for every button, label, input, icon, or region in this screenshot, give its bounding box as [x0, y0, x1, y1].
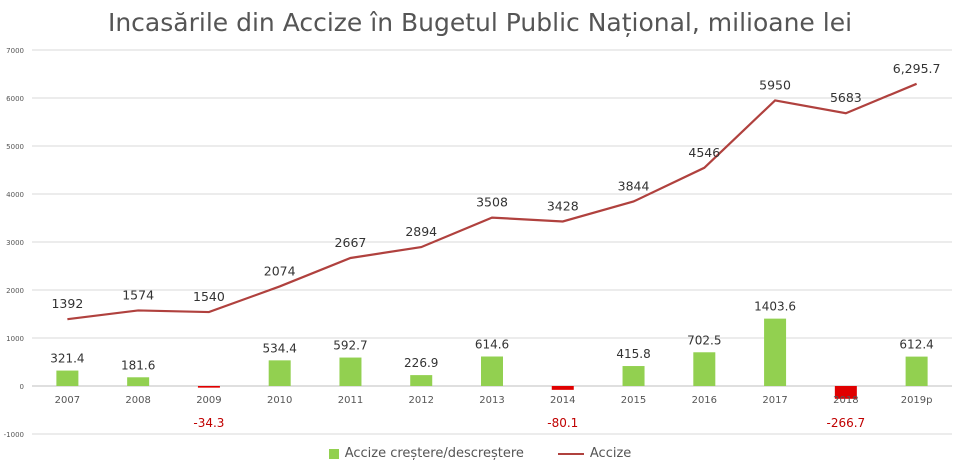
bar-data-label: -80.1 [547, 416, 578, 430]
x-tick-label: 2019p [901, 395, 933, 406]
line-data-label: 2667 [335, 235, 367, 250]
bar-data-label: 592.7 [333, 339, 367, 353]
line-data-label: 1540 [193, 289, 225, 304]
bar [834, 386, 857, 399]
bar [764, 318, 787, 386]
line-data-label: 2894 [405, 224, 437, 239]
x-tick-label: 2007 [55, 395, 80, 406]
bar-data-label: 702.5 [687, 333, 721, 347]
y-tick-label: -1000 [4, 431, 24, 439]
bar [410, 375, 433, 386]
y-tick-label: 1000 [6, 335, 24, 343]
legend: Accize creștere/descreștere Accize [0, 446, 960, 461]
bar-data-label: 534.4 [263, 341, 297, 355]
bar [127, 377, 150, 386]
legend-swatch-line [557, 452, 584, 455]
line-data-label: 6,295.7 [893, 61, 941, 76]
bar [905, 356, 928, 386]
bar [339, 357, 362, 386]
line-series-accize [67, 82, 918, 321]
bar-data-label: 226.9 [404, 356, 438, 370]
bar-data-label: 181.6 [121, 358, 155, 372]
bar-data-label: 415.8 [616, 347, 650, 361]
legend-label-line: Accize [589, 446, 632, 461]
x-tick-label: 2012 [409, 395, 434, 406]
bar [197, 386, 220, 388]
line-data-label: 4546 [688, 145, 720, 160]
legend-swatch-bar [328, 448, 339, 459]
line-data-label: 1392 [51, 296, 83, 311]
x-tick-label: 2009 [196, 395, 221, 406]
line-data-label: 5950 [759, 77, 791, 92]
legend-item-line: Accize [557, 446, 632, 461]
line-data-label: 5683 [830, 90, 862, 105]
line-data-label: 3428 [547, 198, 579, 213]
x-tick-label: 2017 [762, 395, 787, 406]
x-tick-label: 2013 [479, 395, 504, 406]
y-tick-label: 5000 [6, 143, 24, 151]
bar [693, 352, 716, 386]
legend-label-bar: Accize creștere/descreștere [344, 446, 524, 461]
bar-data-label: -34.3 [193, 416, 224, 430]
bar [56, 370, 79, 386]
x-tick-label: 2008 [125, 395, 150, 406]
x-tick-label: 2015 [621, 395, 646, 406]
y-tick-label: 4000 [6, 191, 24, 199]
line-data-label: 3844 [618, 178, 650, 193]
x-tick-label: 2014 [550, 395, 575, 406]
line-data-label: 1574 [122, 287, 154, 302]
bar-data-label: 1403.6 [754, 300, 796, 314]
y-tick-label: 2000 [6, 287, 24, 295]
x-tick-label: 2011 [338, 395, 363, 406]
x-tick-label: 2010 [267, 395, 292, 406]
bar-data-label: 614.6 [475, 337, 509, 351]
y-tick-label: 0 [20, 383, 24, 391]
line-data-label: 3508 [476, 195, 508, 210]
y-tick-label: 3000 [6, 239, 24, 247]
chart-title: Incasările din Accize în Bugetul Public … [107, 8, 853, 37]
bar [551, 386, 574, 390]
legend-item-bar: Accize creștere/descreștere [328, 446, 524, 461]
x-tick-label: 2018 [833, 395, 858, 406]
bar-data-label: 612.4 [899, 338, 933, 352]
bar [622, 366, 645, 386]
bar [481, 356, 503, 386]
bar [268, 360, 291, 386]
line-data-label: 2074 [264, 263, 296, 278]
x-tick-label: 2016 [692, 395, 717, 406]
bar-data-label: -266.7 [827, 416, 866, 430]
y-tick-label: 7000 [6, 47, 24, 55]
y-tick-label: 6000 [6, 95, 24, 103]
bar-data-label: 321.4 [50, 352, 84, 366]
